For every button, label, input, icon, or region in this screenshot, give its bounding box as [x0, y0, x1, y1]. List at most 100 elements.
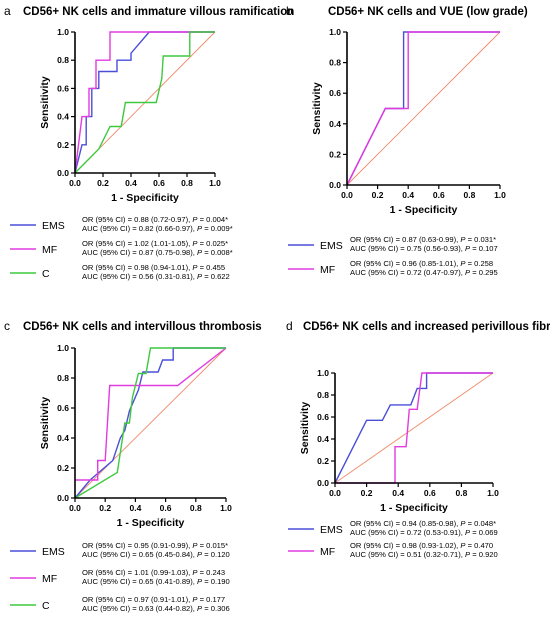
y-tick-label: 0.0 [57, 493, 69, 503]
y-tick-label: 0.4 [57, 433, 69, 443]
roc-curve-ems [74, 31, 215, 174]
x-tick-label: 0.0 [69, 503, 81, 513]
x-tick-label: 0.6 [153, 178, 165, 188]
stat-auc-text: AUC (95% CI) = 0.56 (0.31-0.81), [82, 272, 197, 281]
stat-auc-line: AUC (95% CI) = 0.75 (0.56-0.93), P = 0.1… [350, 244, 498, 253]
p-symbol: P [192, 595, 198, 604]
stat-or-text: OR (95% CI) = 0.97 (0.91-1.01), [82, 595, 192, 604]
panel-letter: d [286, 319, 293, 333]
y-tick-label: 0.8 [57, 55, 69, 65]
p-symbol: P [192, 263, 198, 272]
reference-diagonal [74, 347, 227, 499]
stat-or-line: OR (95% CI) = 0.88 (0.72-0.97), P = 0.00… [82, 215, 228, 224]
x-tick-label: 0.6 [160, 503, 172, 513]
roc-curve-ems [334, 372, 493, 484]
x-tick-label: 0.8 [190, 503, 202, 513]
x-tick-label: 0.8 [181, 178, 193, 188]
x-tick-label: 0.4 [125, 178, 137, 188]
x-tick-label: 0.8 [455, 488, 467, 498]
y-tick-label: 0.8 [329, 58, 341, 68]
chart-panel-c: c CD56+ NK cells and intervillous thrombo… [4, 319, 262, 613]
legend-label-mf: MF [320, 264, 335, 276]
stat-auc-text: AUC (95% CI) = 0.75 (0.56-0.93), [350, 244, 465, 253]
y-axis-label: Sensitivity [39, 76, 51, 129]
stat-or-p: = 0.025* [197, 239, 228, 248]
y-tick-label: 0.0 [57, 168, 69, 178]
stat-auc-line: AUC (95% CI) = 0.51 (0.32-0.71), P = 0.9… [350, 550, 498, 559]
p-symbol: P [465, 528, 471, 537]
p-symbol: P [197, 248, 203, 257]
stat-or-line: OR (95% CI) = 0.95 (0.91-0.99), P = 0.01… [82, 541, 228, 550]
stat-or-text: OR (95% CI) = 0.98 (0.94-1.01), [82, 263, 192, 272]
p-symbol: P [465, 550, 471, 559]
stat-auc-line: AUC (95% CI) = 0.56 (0.31-0.81), P = 0.6… [82, 272, 230, 281]
stat-auc-line: AUC (95% CI) = 0.72 (0.47-0.97), P = 0.2… [350, 268, 498, 277]
stat-auc-p: = 0.069 [470, 528, 498, 537]
reference-diagonal [334, 372, 494, 484]
stat-auc-text: AUC (95% CI) = 0.63 (0.44-0.82), [82, 604, 197, 613]
legend-label-ems: EMS [42, 220, 65, 232]
y-tick-label: 0.6 [57, 83, 69, 93]
stat-or-line: OR (95% CI) = 0.94 (0.85-0.98), P = 0.04… [350, 519, 496, 528]
y-tick-label: 0.6 [329, 88, 341, 98]
x-tick-label: 0.2 [372, 190, 384, 200]
p-symbol: P [192, 568, 198, 577]
chart-title: CD56+ NK cells and intervillous thrombos… [23, 321, 262, 333]
stat-auc-p: = 0.120 [202, 550, 230, 559]
p-symbol: P [460, 541, 466, 550]
y-axis-label: Sensitivity [299, 402, 311, 455]
stat-or-text: OR (95% CI) = 0.98 (0.93-1.02), [350, 541, 460, 550]
chart-title: CD56+ NK cells and increased perivillous… [303, 321, 550, 333]
stat-or-text: OR (95% CI) = 0.94 (0.85-0.98), [350, 519, 460, 528]
stat-auc-text: AUC (95% CI) = 0.51 (0.32-0.71), [350, 550, 465, 559]
legend-label-ems: EMS [320, 524, 343, 536]
p-symbol: P [192, 215, 198, 224]
legend-label-mf: MF [42, 244, 57, 256]
stat-or-p: = 0.004* [197, 215, 228, 224]
p-symbol: P [197, 224, 203, 233]
p-symbol: P [192, 541, 198, 550]
x-tick-label: 0.6 [424, 488, 436, 498]
chart-panel-a: a CD56+ NK cells and immature villous ram… [4, 4, 294, 281]
y-tick-label: 1.0 [57, 343, 69, 353]
stat-auc-text: AUC (95% CI) = 0.72 (0.53-0.91), [350, 528, 465, 537]
y-tick-label: 0.2 [329, 149, 341, 159]
roc-curve-mf [335, 372, 493, 484]
x-axis-label: 1 - Specificity [380, 502, 448, 514]
stat-or-text: OR (95% CI) = 0.88 (0.72-0.97), [82, 215, 192, 224]
roc-curve-mf [346, 31, 500, 186]
stat-or-text: OR (95% CI) = 1.02 (1.01-1.05), [82, 239, 192, 248]
stat-or-p: = 0.177 [197, 595, 225, 604]
y-tick-label: 1.0 [329, 27, 341, 37]
stat-or-line: OR (95% CI) = 0.96 (0.85-1.01), P = 0.25… [350, 259, 493, 268]
stat-auc-p: = 0.306 [202, 604, 230, 613]
legend-label-mf: MF [320, 546, 335, 558]
stat-auc-p: = 0.295 [470, 268, 498, 277]
stat-or-line: OR (95% CI) = 0.98 (0.94-1.01), P = 0.45… [82, 263, 225, 272]
p-symbol: P [460, 235, 466, 244]
x-tick-label: 1.0 [487, 488, 499, 498]
p-symbol: P [465, 244, 471, 253]
x-tick-label: 0.2 [99, 503, 111, 513]
p-symbol: P [197, 550, 203, 559]
stat-or-text: OR (95% CI) = 0.95 (0.91-0.99), [82, 541, 192, 550]
stat-or-p: = 0.258 [465, 259, 493, 268]
p-symbol: P [465, 268, 471, 277]
reference-diagonal [346, 31, 501, 186]
stat-auc-p: = 0.008* [202, 248, 233, 257]
stat-or-p: = 0.031* [465, 235, 496, 244]
p-symbol: P [197, 272, 203, 281]
stat-or-p: = 0.048* [465, 519, 496, 528]
stat-auc-p: = 0.622 [202, 272, 230, 281]
y-tick-label: 0.4 [317, 434, 329, 444]
y-tick-label: 0.2 [317, 456, 329, 466]
stat-auc-p: = 0.920 [470, 550, 498, 559]
x-tick-label: 1.0 [494, 190, 506, 200]
x-tick-label: 0.0 [69, 178, 81, 188]
legend-label-ems: EMS [42, 546, 65, 558]
stat-auc-p: = 0.190 [202, 577, 230, 586]
y-tick-label: 0.2 [57, 140, 69, 150]
stat-or-line: OR (95% CI) = 0.97 (0.91-1.01), P = 0.17… [82, 595, 225, 604]
panel-letter: c [4, 319, 10, 333]
